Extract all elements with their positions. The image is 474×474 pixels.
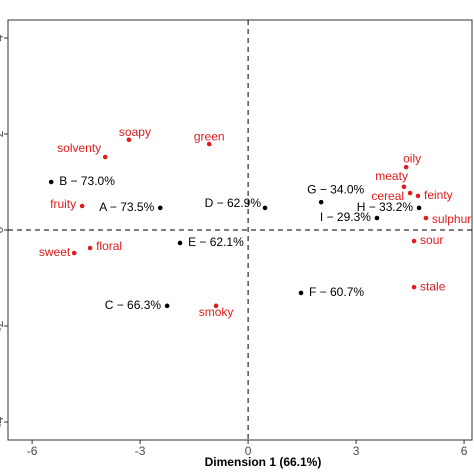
point-label: sweet [39,245,71,259]
y-tick-label: 0 [0,226,6,233]
point-label: H − 33.2% [357,200,414,214]
point-label: meaty [375,169,408,183]
y-tick-label: 4 [0,34,6,41]
point-label: stale [420,279,446,293]
point [318,199,324,205]
point-label: smoky [199,305,234,319]
point-label: B − 73.0% [59,174,115,188]
point [298,290,304,296]
point [407,190,413,196]
point-label: F − 60.7% [309,285,364,299]
point-label: sour [420,233,443,247]
point [71,250,77,256]
point [262,205,268,211]
point [87,245,93,251]
point [401,184,407,190]
point-label: E − 62.1% [188,235,244,249]
point-label: A − 73.5% [99,200,154,214]
point [177,240,183,246]
y-tick-label: -2 [0,320,6,331]
point [374,215,380,221]
point [411,238,417,244]
point [206,141,212,147]
point [48,179,54,185]
point [416,205,422,211]
point-label: green [194,129,225,143]
point-label: I − 29.3% [320,210,371,224]
plot-frame [7,19,473,441]
point-label: feinty [424,188,453,202]
point [403,164,409,170]
point-label: C − 66.3% [105,298,162,312]
point [126,137,132,143]
x-tick-label: -6 [27,444,38,458]
point [423,215,429,221]
point-label: floral [96,239,122,253]
point-label: oily [403,151,421,165]
point [79,203,85,209]
point-label: soapy [119,125,151,139]
point [164,303,170,309]
y-tick-label: 2 [0,130,6,137]
point-label: sulphur [432,212,471,226]
x-tick-label: 6 [461,444,468,458]
point [102,154,108,160]
point [415,193,421,199]
x-tick-label: -3 [135,444,146,458]
x-axis-label: Dimension 1 (66.1%) [205,455,322,469]
point [157,205,163,211]
point-label: solventy [57,141,101,155]
point-label: D − 62.9% [205,196,262,210]
point-label: fruity [50,197,76,211]
x-tick-label: 3 [353,444,360,458]
point-label: cereal [371,189,404,203]
y-tick-label: -4 [0,416,6,427]
point [213,303,219,309]
point [411,284,417,290]
point-label: G − 34.0% [307,182,364,196]
x-tick-label: 0 [245,444,252,458]
